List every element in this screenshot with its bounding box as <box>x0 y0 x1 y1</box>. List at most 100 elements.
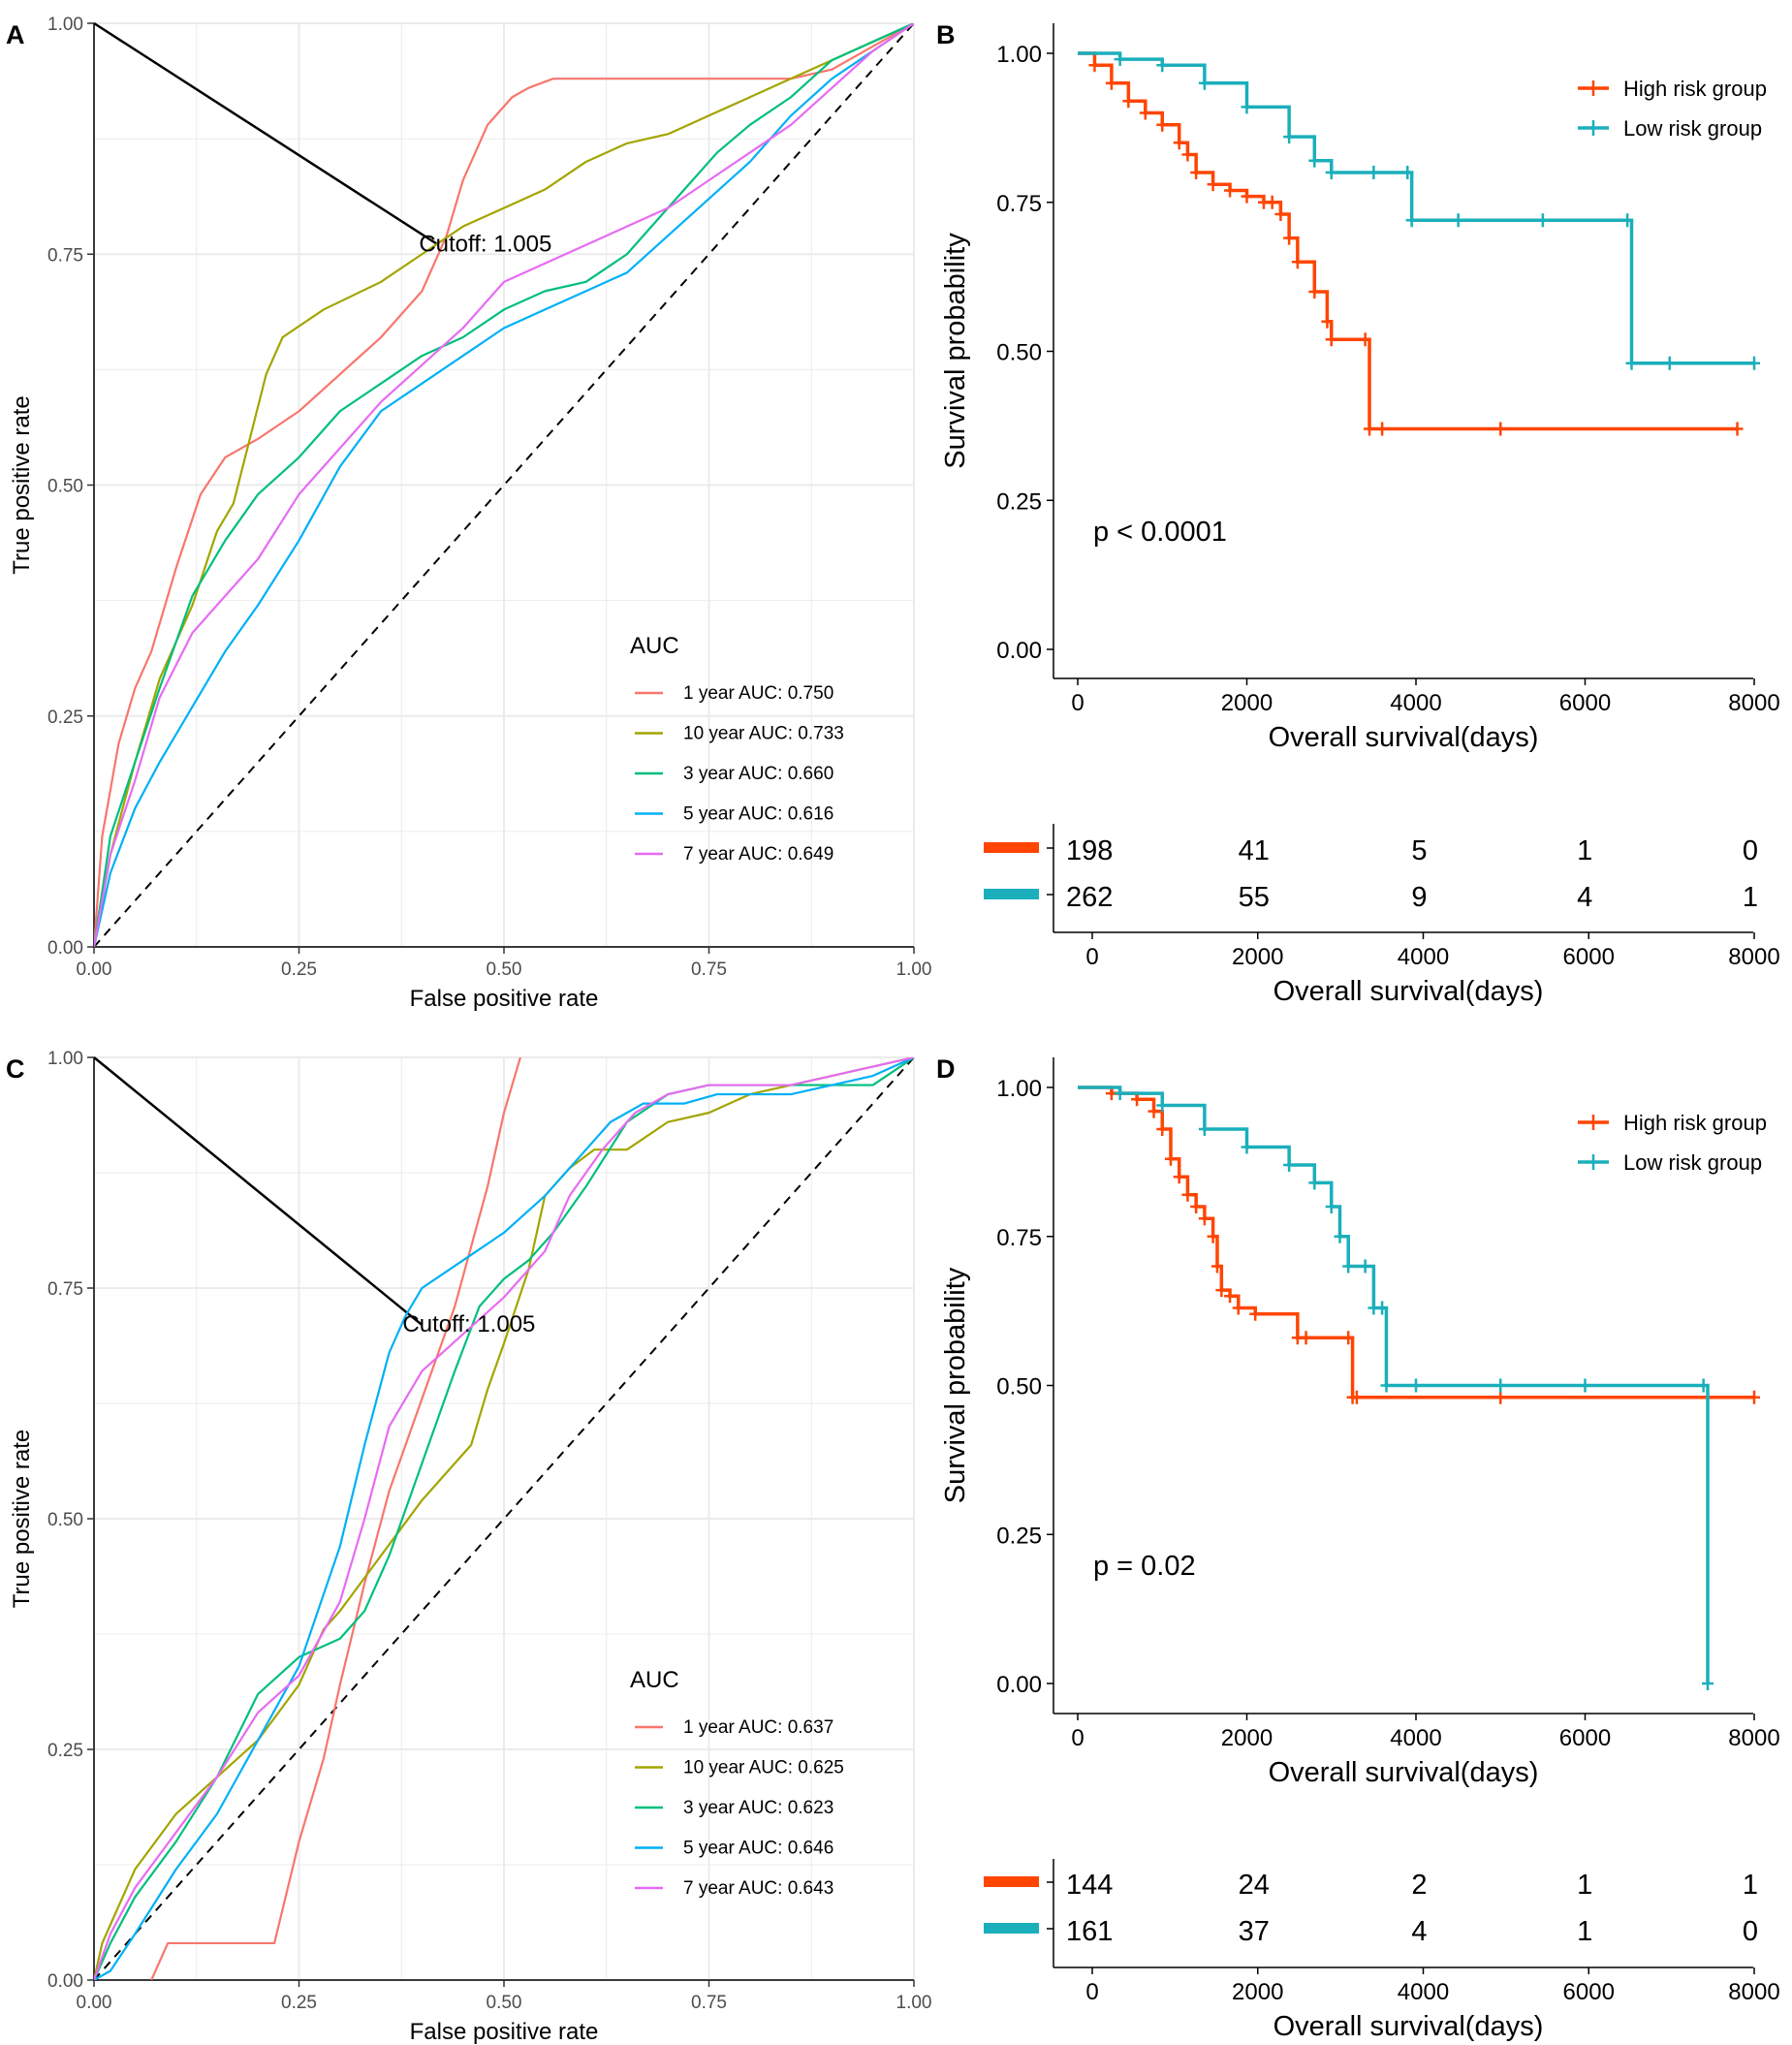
x-tick-label: 0.50 <box>487 1993 522 2013</box>
x-axis-title: False positive rate <box>410 2019 599 2045</box>
y-tick-label: 0.50 <box>996 340 1042 366</box>
censor-mark <box>1536 213 1549 228</box>
roc-curve-10-year-auc-0-625 <box>94 1057 914 1980</box>
censor-mark <box>1376 1301 1389 1315</box>
censor-mark <box>1368 166 1380 179</box>
km-panel-b: B 0.00 0.25 0.50 0.75 1.00 0 2000 4000 6000 8000 Ov… <box>936 20 1780 1007</box>
x-axis-title: Overall survival(days) <box>1269 722 1539 753</box>
censor-mark <box>1325 166 1337 179</box>
risk-table-cell: 0 <box>1743 835 1758 866</box>
y-axis-title: True positive rate <box>9 395 35 575</box>
panel-label: C <box>6 1054 25 1084</box>
y-tick-label: 1.00 <box>47 15 83 35</box>
censor-mark <box>1274 207 1287 222</box>
censor-mark <box>1625 356 1638 370</box>
y-tick-label: 1.00 <box>47 1049 83 1069</box>
survival-curve-high-risk-group <box>1078 51 1738 431</box>
censor-mark <box>1241 100 1253 114</box>
roc-curve-1-year-auc-0-637 <box>150 1057 521 1980</box>
risk-table-swatch <box>984 842 1039 853</box>
legend-entry: High risk group <box>1623 77 1767 101</box>
censor-mark <box>1241 189 1253 204</box>
censor-mark <box>1210 1259 1223 1274</box>
cutoff-label: Cutoff: 1.005 <box>419 232 551 258</box>
risk-table: 144 24 2 1 1 161 37 4 1 0 0 2000 4000 6000 8000 Overall… <box>984 1859 1780 2042</box>
censor-mark <box>1207 1229 1219 1243</box>
y-tick-label: 0.50 <box>47 477 83 497</box>
legend-entry: 7 year AUC: 0.643 <box>683 1878 833 1899</box>
y-tick-label: 0.50 <box>996 1374 1042 1400</box>
risk-table-swatch <box>984 1923 1039 1934</box>
y-tick-label: 0.00 <box>996 1672 1042 1698</box>
x-tick-label: 6000 <box>1559 1725 1611 1751</box>
survival-curve-low-risk-group <box>1078 1085 1710 1683</box>
censor-mark <box>1105 76 1117 90</box>
censor-mark <box>1190 166 1203 179</box>
censor-mark <box>1190 1200 1203 1213</box>
censor-mark <box>1494 1378 1507 1393</box>
cutoff-label: Cutoff: 1.005 <box>402 1311 535 1337</box>
risk-table-cell: 161 <box>1066 1916 1113 1947</box>
risk-table-x-axis-title: Overall survival(days) <box>1273 976 1544 1007</box>
censor-mark <box>1241 1140 1253 1154</box>
y-tick-label: 0.75 <box>996 191 1042 217</box>
censor-mark <box>1122 94 1135 109</box>
roc-panel-a: A 0.00 0.25 0.50 0.75 1.00 0.00 0.25 0.50 0.75 1.0… <box>6 15 931 1012</box>
km-panel-d: D 0.00 0.25 0.50 0.75 1.00 0 2000 4000 6000 8000 Ov… <box>936 1054 1780 2042</box>
risk-table-cell: 4 <box>1411 1916 1427 1947</box>
x-tick-label: 1.00 <box>896 1993 932 2013</box>
y-tick-label: 0.25 <box>47 708 83 728</box>
censor-mark <box>1283 130 1296 144</box>
censor-mark <box>1156 1098 1169 1113</box>
censor-mark <box>1308 153 1321 168</box>
roc-curve-5-year-auc-0-646 <box>94 1057 914 1980</box>
y-tick-label: 0.00 <box>996 638 1042 664</box>
risk-table-x-tick-label: 4000 <box>1398 944 1449 970</box>
censor-mark <box>1376 422 1389 436</box>
panel-label: A <box>6 20 25 49</box>
y-tick-label: 0.75 <box>996 1225 1042 1251</box>
x-tick-label: 0.25 <box>281 1993 317 2013</box>
y-tick-label: 0.25 <box>47 1741 83 1761</box>
censor-mark <box>1359 332 1371 347</box>
censor-mark <box>1579 1378 1591 1393</box>
censor-mark <box>1156 117 1169 132</box>
censor-mark <box>1283 231 1296 245</box>
x-tick-label: 2000 <box>1221 690 1273 716</box>
x-tick-label: 4000 <box>1390 1725 1441 1751</box>
censor-mark <box>1148 1104 1160 1118</box>
legend-title: AUC <box>630 633 679 659</box>
censor-mark <box>1380 1378 1393 1393</box>
risk-table-cell: 55 <box>1239 882 1270 913</box>
risk-table-x-tick-label: 0 <box>1085 1979 1098 2005</box>
risk-table-swatch <box>984 1876 1039 1887</box>
y-tick-label: 0.50 <box>47 1510 83 1530</box>
x-axis-title: Overall survival(days) <box>1269 1757 1539 1788</box>
x-tick-label: 6000 <box>1559 690 1611 716</box>
censor-mark <box>1266 195 1278 209</box>
y-axis-title: Survival probability <box>940 233 971 469</box>
legend-entry: 7 year AUC: 0.649 <box>683 844 833 865</box>
x-tick-label: 0.25 <box>281 960 317 980</box>
x-tick-label: 8000 <box>1728 690 1779 716</box>
censor-mark <box>1173 136 1185 150</box>
legend-entry: Low risk group <box>1623 1150 1762 1175</box>
legend-entry: 5 year AUC: 0.616 <box>683 804 833 825</box>
censor-mark <box>1410 1378 1422 1393</box>
risk-table-x-tick-label: 6000 <box>1563 1979 1615 2005</box>
risk-table-cell: 1 <box>1577 835 1592 866</box>
censor-mark <box>1325 1200 1337 1213</box>
censor-mark <box>1702 1677 1714 1690</box>
roc-curve-10-year-auc-0-733 <box>94 23 914 947</box>
cutoff-line <box>93 21 439 246</box>
y-tick-label: 1.00 <box>996 1076 1042 1102</box>
x-tick-label: 0.00 <box>77 1993 112 2013</box>
risk-table-x-tick-label: 8000 <box>1728 1979 1779 2005</box>
censor-mark <box>1198 1122 1210 1137</box>
legend-entry: 10 year AUC: 0.733 <box>683 724 844 744</box>
censor-mark <box>1249 1306 1262 1321</box>
risk-table-cell: 262 <box>1066 882 1113 913</box>
reference-diagonal <box>93 1056 915 1981</box>
